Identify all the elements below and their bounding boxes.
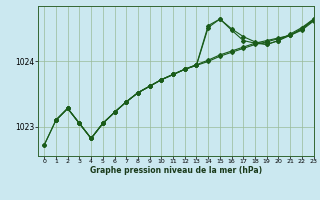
X-axis label: Graphe pression niveau de la mer (hPa): Graphe pression niveau de la mer (hPa)	[90, 166, 262, 175]
